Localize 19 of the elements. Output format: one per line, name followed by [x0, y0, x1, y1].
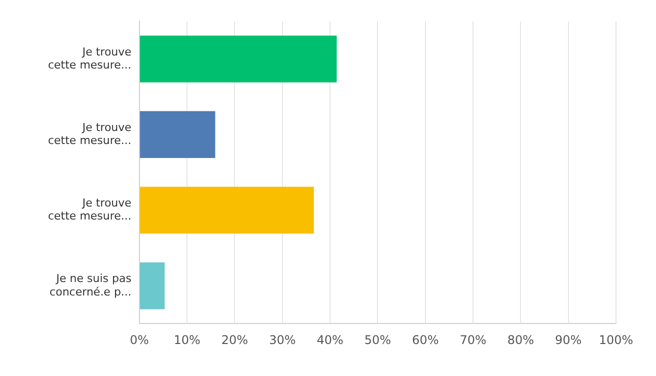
x-tick-label: 70%	[460, 332, 486, 347]
x-tick-label: 10%	[174, 332, 200, 347]
x-tick-label: 40%	[316, 332, 344, 347]
x-tick-label: 30%	[269, 332, 296, 347]
y-tick-label: Je trouve cette mesure...	[48, 120, 132, 148]
x-tick-label: 60%	[412, 332, 439, 347]
bar	[140, 262, 165, 310]
bar	[140, 111, 216, 158]
x-tick-label: 20%	[221, 332, 248, 347]
y-tick-label: Je ne suis pas concerné.e p...	[50, 272, 132, 298]
y-tick-label: Je trouve cette mesure...	[48, 45, 132, 72]
x-tick-label: 0%	[130, 332, 149, 347]
x-tick-label: 80%	[507, 332, 534, 347]
x-tick-label: 90%	[555, 332, 582, 347]
x-tick-label: 50%	[364, 332, 392, 347]
y-tick-label: Je trouve cette mesure...	[48, 196, 132, 223]
bar	[140, 36, 337, 82]
bar	[140, 186, 314, 234]
x-tick-label: 100%	[598, 332, 634, 347]
